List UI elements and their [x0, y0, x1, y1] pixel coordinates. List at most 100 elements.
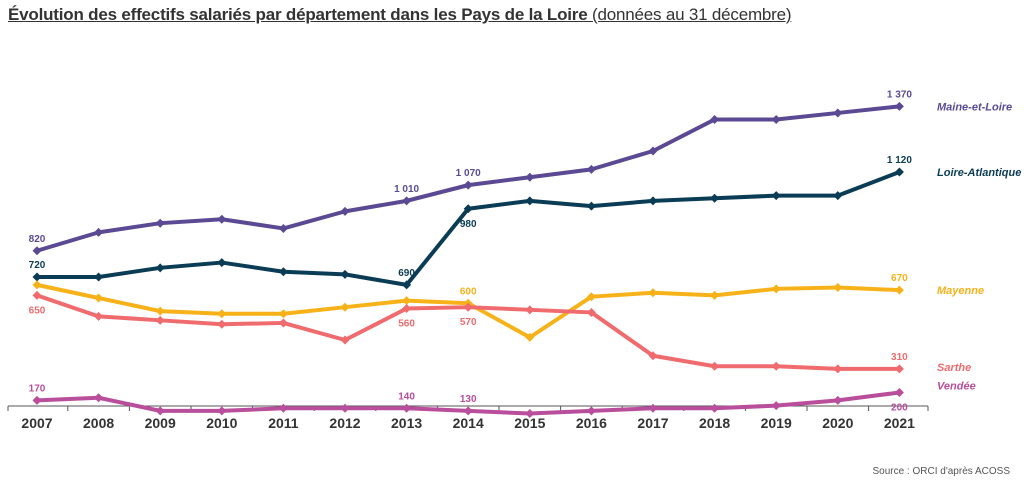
data-point-vendee [771, 401, 781, 411]
data-point-sarthe [710, 361, 720, 371]
legend-label-loire-atlantique: Loire-Atlantique [937, 167, 1021, 179]
x-tick-label: 2015 [514, 415, 545, 431]
data-point-mayenne [710, 290, 720, 300]
data-point-maine-et-loire [833, 108, 843, 118]
data-point-loire-atlantique [94, 272, 104, 282]
data-label-mayenne: 600 [460, 286, 477, 297]
data-point-sarthe [894, 364, 904, 374]
data-point-maine-et-loire [340, 206, 350, 216]
data-point-sarthe [525, 305, 535, 315]
x-tick-label: 2008 [83, 415, 114, 431]
data-point-mayenne [278, 309, 288, 319]
data-label-vendee: 140 [398, 391, 415, 402]
data-point-maine-et-loire [463, 180, 473, 190]
data-point-sarthe [402, 304, 412, 313]
x-tick-label: 2017 [637, 415, 668, 431]
x-tick-label: 2021 [884, 415, 915, 431]
data-point-mayenne [217, 309, 227, 319]
data-label-sarthe: 560 [398, 319, 415, 330]
data-point-vendee [894, 388, 904, 397]
data-point-maine-et-loire [32, 246, 42, 256]
data-label-loire-atlantique: 980 [460, 219, 477, 230]
data-point-maine-et-loire [525, 172, 535, 182]
data-point-sarthe [32, 290, 42, 300]
data-label-sarthe: 650 [29, 305, 46, 316]
legend-label-sarthe: Sarthe [937, 362, 971, 374]
data-point-mayenne [648, 288, 658, 298]
x-tick-label: 2020 [822, 415, 853, 431]
data-label-mayenne: 670 [891, 273, 908, 284]
legend-label-vendee: Vendée [937, 381, 976, 393]
x-tick-label: 2013 [391, 415, 422, 431]
data-point-maine-et-loire [402, 196, 412, 206]
data-point-loire-atlantique [894, 167, 904, 177]
x-tick-label: 2007 [21, 415, 52, 431]
data-point-vendee [648, 403, 658, 413]
x-tick-label: 2014 [453, 415, 484, 431]
x-tick-label: 2016 [576, 415, 607, 431]
data-point-maine-et-loire [217, 214, 227, 224]
data-point-sarthe [94, 311, 104, 321]
chart-title: Évolution des effectifs salariés par dép… [8, 5, 792, 25]
data-point-vendee [525, 409, 535, 418]
data-point-loire-atlantique [586, 201, 596, 211]
data-point-vendee [217, 406, 227, 416]
data-point-vendee [586, 406, 596, 416]
data-point-sarthe [586, 307, 596, 317]
data-point-maine-et-loire [586, 164, 596, 174]
legend-label-mayenne: Mayenne [937, 285, 984, 297]
data-point-vendee [155, 406, 165, 416]
data-point-vendee [710, 403, 720, 413]
data-point-vendee [32, 395, 42, 405]
data-label-maine-et-loire: 1 370 [887, 89, 912, 100]
data-label-vendee: 170 [29, 383, 46, 394]
data-point-loire-atlantique [340, 269, 350, 279]
data-point-sarthe [340, 335, 350, 345]
data-point-loire-atlantique [771, 191, 781, 201]
data-point-maine-et-loire [155, 218, 165, 228]
data-point-mayenne [402, 296, 412, 306]
data-point-mayenne [340, 302, 350, 312]
source-note: Source : ORCI d'après ACOSS [872, 466, 1010, 477]
data-point-sarthe [155, 315, 165, 325]
data-point-sarthe [648, 351, 658, 361]
data-label-loire-atlantique: 690 [398, 268, 415, 279]
chart-title-main: Évolution des effectifs salariés par dép… [8, 5, 588, 24]
data-label-loire-atlantique: 720 [29, 260, 46, 271]
data-point-mayenne [833, 283, 843, 292]
chart-title-sub: (données au 31 décembre) [592, 5, 792, 24]
data-point-sarthe [217, 319, 227, 329]
data-point-maine-et-loire [648, 146, 658, 156]
data-label-loire-atlantique: 1 120 [887, 155, 912, 166]
legend-label-maine-et-loire: Maine-et-Loire [937, 101, 1012, 113]
data-point-sarthe [833, 364, 843, 374]
data-point-vendee [278, 403, 288, 413]
data-point-mayenne [525, 332, 535, 342]
data-point-loire-atlantique [217, 258, 227, 268]
data-label-sarthe: 310 [891, 352, 908, 363]
x-tick-label: 2011 [268, 415, 299, 431]
data-point-maine-et-loire [894, 101, 904, 111]
data-point-vendee [94, 393, 104, 403]
data-label-vendee: 130 [460, 394, 477, 405]
data-point-loire-atlantique [525, 196, 535, 206]
data-label-maine-et-loire: 820 [29, 234, 46, 245]
data-point-mayenne [586, 292, 596, 302]
data-point-sarthe [278, 318, 288, 328]
x-tick-label: 2019 [761, 415, 792, 431]
data-point-loire-atlantique [155, 263, 165, 273]
data-point-vendee [833, 395, 843, 405]
data-label-maine-et-loire: 1 070 [456, 168, 481, 179]
data-point-mayenne [771, 284, 781, 294]
data-point-loire-atlantique [648, 196, 658, 206]
data-label-vendee: 200 [891, 403, 908, 414]
x-tick-label: 2009 [145, 415, 176, 431]
data-label-sarthe: 570 [460, 317, 477, 328]
data-point-mayenne [894, 285, 904, 295]
data-point-maine-et-loire [278, 223, 288, 233]
data-point-vendee [463, 406, 473, 416]
data-point-mayenne [94, 293, 104, 303]
data-point-vendee [402, 403, 412, 413]
data-label-maine-et-loire: 1 010 [394, 184, 419, 195]
